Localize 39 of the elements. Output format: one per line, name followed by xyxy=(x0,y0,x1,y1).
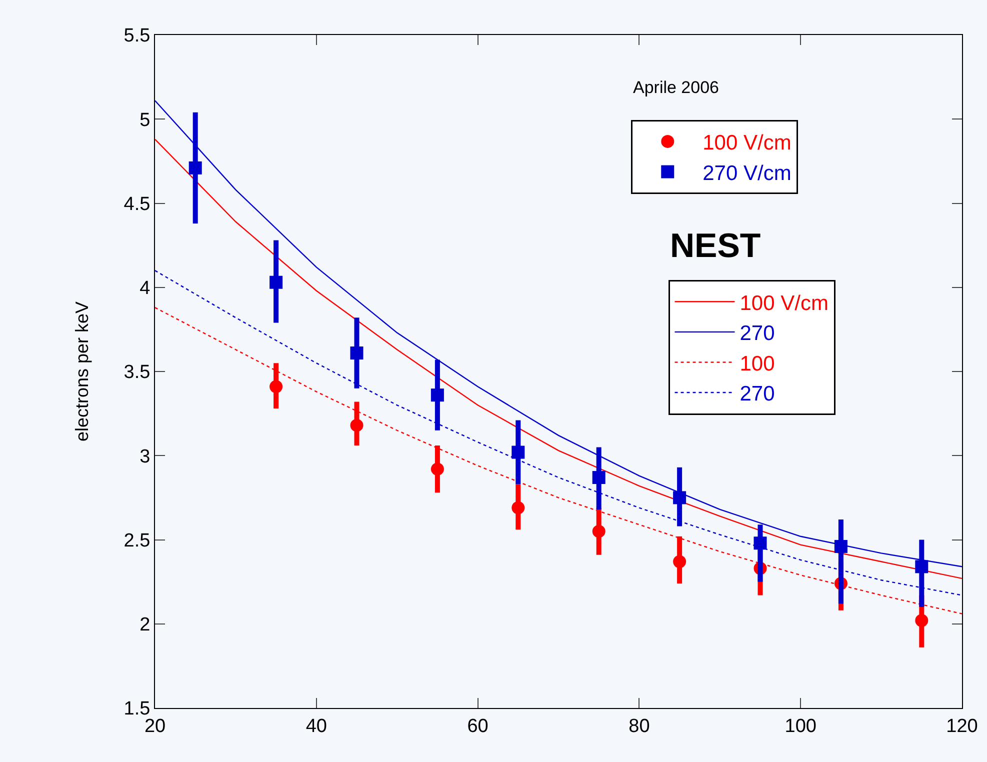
y-tick-label: 4.5 xyxy=(124,194,150,215)
point xyxy=(512,446,525,459)
annotation: Aprile 2006 xyxy=(633,78,720,97)
y-tick-label: 3 xyxy=(140,446,150,468)
y-tick-label: 3.5 xyxy=(124,362,150,384)
legend-label: 100 xyxy=(740,352,775,376)
x-tick-label: 80 xyxy=(628,716,650,737)
legend-label: 270 xyxy=(740,322,775,346)
point xyxy=(188,161,202,174)
legend-label: 270 V/cm xyxy=(702,162,792,185)
y-tick-label: 5 xyxy=(140,110,150,131)
x-tick-label: 100 xyxy=(784,716,816,737)
point xyxy=(673,555,686,568)
y-tick-label: 5.5 xyxy=(124,26,150,47)
annotation: NEST xyxy=(670,227,761,265)
point xyxy=(592,524,606,538)
point xyxy=(430,462,444,476)
y-tick-label: 2 xyxy=(140,614,150,636)
legend-label: 270 xyxy=(740,382,775,406)
point xyxy=(350,418,364,432)
y-tick-label: 4 xyxy=(140,278,151,300)
point xyxy=(512,501,525,514)
x-tick-label: 120 xyxy=(946,716,978,737)
x-tick-label: 40 xyxy=(306,716,327,737)
legend-label: 100 V/cm xyxy=(740,292,828,315)
point xyxy=(915,560,928,574)
point xyxy=(592,471,606,484)
y-axis-title: electrons per keV xyxy=(72,301,92,442)
point xyxy=(270,276,283,289)
point xyxy=(350,346,364,360)
legend-label: 100 V/cm xyxy=(702,132,792,155)
x-tick-label: 60 xyxy=(467,716,488,737)
y-tick-label: 2.5 xyxy=(124,530,150,552)
point xyxy=(430,388,444,402)
point xyxy=(673,491,686,504)
point xyxy=(915,614,928,628)
point xyxy=(270,380,283,394)
point xyxy=(754,536,767,550)
point xyxy=(834,540,848,553)
